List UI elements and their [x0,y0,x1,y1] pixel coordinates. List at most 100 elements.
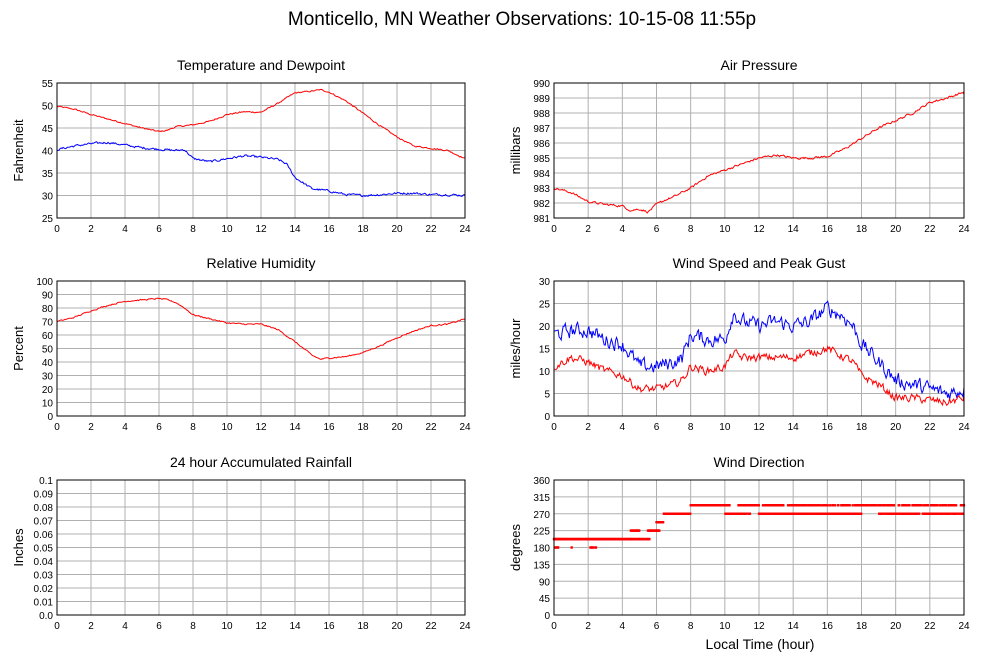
x-tick-label: 6 [156,224,162,235]
direction-point [921,512,924,515]
x-tick-label: 24 [958,621,970,632]
y-tick-label: 0 [544,611,550,622]
series-line-1 [56,297,466,361]
y-tick-label: 50 [42,102,54,113]
y-tick-label: 30 [42,192,54,203]
y-tick-label: 15 [539,345,551,356]
x-tick-label: 16 [822,621,834,632]
x-tick-label: 20 [391,621,403,632]
x-tick-label: 6 [654,621,660,632]
y-tick-label: 180 [533,544,550,555]
y-tick-label: 80 [42,304,54,315]
x-tick-label: 20 [890,621,902,632]
direction-point [823,504,826,507]
direction-point [689,512,692,515]
direction-point [890,504,893,507]
x-tick-label: 8 [190,224,196,235]
y-tick-label: 90 [42,291,54,302]
direction-point [955,512,958,515]
y-tick-label: 986 [533,139,550,150]
x-tick-label: 16 [822,224,834,235]
y-tick-label: 985 [533,154,550,165]
x-tick-label: 4 [122,422,128,433]
x-tick-label: 18 [357,621,369,632]
y-tick-label: 0.05 [34,544,54,555]
y-tick-label: 0.02 [34,584,54,595]
y-tick-label: 45 [42,124,54,135]
x-tick-label: 24 [958,422,970,433]
x-tick-label: 0 [551,224,557,235]
direction-point [881,512,884,515]
chart-title: Wind Direction [713,454,804,470]
chart-title: 24 hour Accumulated Rainfall [170,454,352,470]
y-tick-label: 0.06 [34,530,54,541]
direction-point [831,504,835,507]
y-tick-label: 989 [533,94,550,105]
y-axis-label: degrees [508,524,523,571]
direction-point [658,529,661,532]
direction-point [556,546,560,549]
y-tick-label: 10 [42,399,54,410]
chart-title: Air Pressure [720,57,797,73]
y-tick-label: 0.1 [39,476,53,487]
x-tick-label: 4 [620,621,626,632]
y-tick-label: 5 [544,390,550,401]
y-tick-label: 35 [42,169,54,180]
direction-point [919,504,923,507]
direction-point [591,546,595,549]
direction-point [638,529,641,532]
x-tick-label: 0 [551,422,557,433]
plot-frame [56,479,466,616]
y-tick-label: 70 [42,318,54,329]
direction-point [828,504,832,507]
x-tick-label: 24 [459,224,471,235]
x-tick-label: 24 [459,422,471,433]
y-tick-label: 987 [533,124,550,135]
direction-point [791,504,795,507]
x-tick-label: 22 [924,224,936,235]
direction-point [759,512,762,515]
x-tick-label: 2 [585,224,591,235]
direction-point [860,512,863,515]
direction-point [904,504,907,507]
direction-point [799,504,802,507]
direction-point [761,504,765,507]
x-tick-label: 16 [822,422,834,433]
direction-point [748,512,752,515]
x-tick-label: 6 [156,422,162,433]
x-tick-label: 22 [425,621,437,632]
x-tick-label: 4 [122,224,128,235]
x-tick-label: 8 [688,224,694,235]
direction-point [837,504,840,507]
x-tick-label: 16 [323,422,335,433]
direction-point [948,512,951,515]
x-tick-label: 4 [620,422,626,433]
y-tick-label: 990 [533,79,550,90]
x-tick-label: 2 [88,621,94,632]
direction-point [957,512,960,515]
y-tick-label: 25 [42,214,54,225]
direction-point [570,546,573,549]
direction-point [908,504,911,507]
direction-point [863,504,866,507]
plot-frame [553,479,965,616]
x-tick-label: 2 [585,621,591,632]
direction-point [782,504,785,507]
direction-point [882,504,885,507]
direction-point [661,521,665,524]
x-tick-label: 20 [890,224,902,235]
y-axis-label: Fahrenheit [11,119,26,182]
x-tick-label: 12 [753,224,765,235]
y-tick-label: 90 [539,577,551,588]
x-tick-label: 22 [425,224,437,235]
y-tick-label: 0 [47,412,53,423]
y-axis-label: miles/hour [508,318,523,379]
x-tick-label: 10 [221,422,233,433]
y-axis-label: millibars [508,126,523,174]
direction-point [923,504,927,507]
direction-point [876,504,879,507]
y-tick-label: 270 [533,510,550,521]
